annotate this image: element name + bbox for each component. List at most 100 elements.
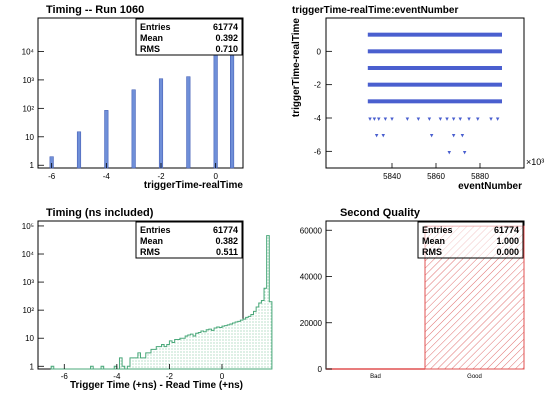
chart-title: Second Quality [340, 207, 421, 219]
y-tick-label: -2 [314, 81, 322, 90]
histogram-bar [76, 131, 82, 169]
y-tick-label: 40000 [300, 273, 323, 282]
x-axis-exponent: ×10³ [526, 157, 544, 167]
scatter-point: ▾ [445, 116, 449, 123]
scatter-point: ▾ [496, 116, 500, 123]
stats-box: Entries 61774 Mean 0.392 RMS 0.710 [135, 18, 243, 56]
scatter-point: ▾ [375, 133, 379, 140]
histogram-bar [104, 110, 109, 169]
scatter-point: ▾ [452, 116, 456, 123]
y-tick-label: 0 [317, 47, 322, 56]
plot-frame [325, 17, 525, 169]
y-tick-label: -4 [314, 114, 322, 123]
scatter-point: ▾ [461, 133, 465, 140]
scatter-point: ▾ [377, 116, 381, 123]
scatter-point: ▾ [458, 116, 462, 123]
scatter-point: ▾ [390, 116, 394, 123]
histogram-bar [230, 40, 235, 169]
stats-box-frame [417, 221, 524, 259]
stats-box: Entries 61774 Mean 0.382 RMS 0.511 [135, 221, 243, 259]
scatter-band [367, 99, 502, 104]
scatter-band [367, 66, 502, 70]
x-tick-label: 5860 [427, 172, 445, 181]
x-axis-label: eventNumber [458, 181, 522, 192]
x-axis-label: triggerTime-realTime [144, 180, 244, 191]
stats-value-mean: 1.000 [496, 236, 519, 246]
panel-second-quality: Second Quality Bad Good 0 20000 40000 60000 E… [300, 207, 525, 380]
stats-value-mean: 0.382 [215, 236, 238, 246]
x-tick-label: -2 [157, 172, 165, 181]
scatter-point: ▾ [417, 116, 421, 123]
y-tick-label: 10² [22, 306, 34, 315]
scatter-point: ▾ [384, 116, 388, 123]
x-tick-label: -4 [113, 372, 121, 381]
histogram-bar [131, 89, 136, 169]
scatter-band [367, 32, 502, 37]
stats-box-frame [135, 18, 243, 56]
scatter-point: ▾ [452, 133, 456, 140]
scatter-point: ▾ [463, 149, 467, 156]
y-tick-label: 10 [25, 334, 34, 343]
histogram-bar [186, 76, 191, 169]
stats-value-entries: 61774 [213, 22, 238, 32]
chart-title: Timing -- Run 1060 [46, 4, 144, 16]
stats-value-entries: 61774 [494, 225, 519, 235]
scatter-point: ▾ [406, 116, 410, 123]
stats-label-rms: RMS [140, 44, 160, 54]
scatter-point: ▾ [368, 116, 372, 123]
stats-label-rms: RMS [140, 247, 160, 257]
scatter-band [367, 49, 502, 54]
chart-title: triggerTime-realTime:eventNumber [292, 5, 458, 16]
stats-value-rms: 0.000 [496, 247, 519, 257]
y-axis-label: triggerTime-realTime [291, 18, 302, 118]
scatter-point: ▾ [476, 116, 480, 123]
y-tick-label: 1 [30, 362, 35, 371]
x-category-label: Bad [370, 374, 381, 380]
x-tick-label: -4 [103, 172, 111, 181]
stats-value-rms: 0.511 [216, 247, 238, 257]
x-tick-label: 0 [213, 172, 218, 181]
stats-value-mean: 0.392 [215, 33, 238, 43]
scatter-point: ▾ [381, 133, 385, 140]
x-tick-label: -2 [166, 372, 174, 381]
histogram-area [50, 235, 273, 370]
scatter-point: ▾ [489, 116, 493, 123]
x-tick-label: 0 [220, 372, 225, 381]
scatter-point: ▾ [467, 116, 471, 123]
x-tick-label: -6 [48, 172, 56, 181]
stats-label-mean: Mean [140, 236, 163, 246]
panel-timing-run: Timing -- Run 1060 -6 -4 -2 0 1 10 10² 10³ 10⁴ t… [22, 4, 244, 191]
x-tick-label: 5880 [471, 172, 489, 181]
y-tick-label: 20000 [300, 319, 323, 328]
y-tick-label: 10³ [22, 278, 34, 287]
y-tick-label: 0 [318, 365, 323, 374]
scatter-point: ▾ [439, 116, 443, 123]
y-tick-label: 10² [22, 104, 34, 113]
x-tick-label: 5840 [383, 172, 401, 181]
scatter-point: ▾ [430, 133, 434, 140]
scatter-point: ▾ [373, 116, 377, 123]
stats-label-entries: Entries [140, 225, 171, 235]
panel-trigger-vs-event: triggerTime-realTime:eventNumber ▾ ▾ ▾ ▾ ▾ ▾ ▾… [291, 5, 544, 192]
scatter-point: ▾ [428, 116, 432, 123]
y-tick-label: 10 [25, 133, 34, 142]
y-tick-label: 10³ [22, 76, 34, 85]
scatter-point: ▾ [447, 149, 451, 156]
stats-box-frame [135, 221, 243, 259]
stats-label-rms: RMS [422, 247, 442, 257]
histogram-bar [158, 78, 164, 169]
y-tick-label: 10⁵ [22, 222, 34, 231]
stats-value-entries: 61774 [213, 225, 238, 235]
y-tick-label: 1 [30, 161, 35, 170]
y-tick-label: -6 [314, 147, 322, 156]
y-tick-label: 10⁴ [22, 250, 35, 259]
x-tick-label: -6 [61, 372, 69, 381]
stats-value-rms: 0.710 [215, 44, 238, 54]
plot-frame [37, 17, 244, 169]
histogram-bar [213, 35, 218, 169]
chart-title: Timing (ns included) [46, 207, 154, 219]
stats-box: Entries 61774 Mean 1.000 RMS 0.000 [417, 221, 524, 259]
stats-label-entries: Entries [422, 225, 453, 235]
stats-label-mean: Mean [140, 33, 163, 43]
